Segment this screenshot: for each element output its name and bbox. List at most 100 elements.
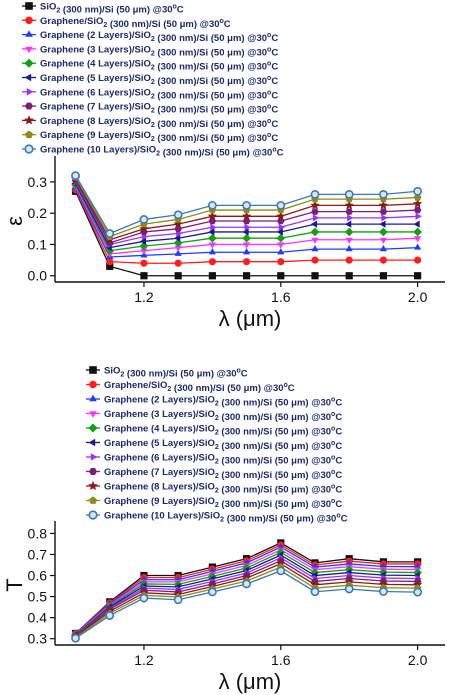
data-point [310, 220, 318, 228]
legend-marker [25, 102, 33, 110]
data-point [277, 258, 285, 266]
legend-item: Graphene (2 Layers)/SiO2 (300 nm)/Si (50… [22, 30, 278, 44]
legend-marker [89, 366, 97, 374]
series-2 [71, 186, 422, 267]
legend-marker [25, 46, 33, 54]
data-point [244, 223, 251, 231]
y-tick-label: 0.4 [28, 610, 48, 626]
data-point [379, 587, 388, 596]
y-tick-label: 0.0 [28, 268, 48, 284]
data-point [173, 595, 183, 605]
data-point [173, 238, 183, 248]
data-point [276, 566, 286, 576]
legend-item: Graphene (9 Layers)/SiO2 (300 nm)/Si (50… [86, 496, 342, 510]
legend-item: SiO2 (300 nm)/Si (50 μm) @30oC [22, 2, 184, 16]
data-point [414, 243, 422, 250]
data-point [173, 219, 183, 229]
data-point [208, 242, 216, 249]
legend-item: Graphene (8 Layers)/SiO2 (300 nm)/Si (50… [22, 115, 278, 130]
x-axis-label: λ (μm) [219, 306, 282, 331]
legend-label: SiO2 (300 nm)/Si (50 μm) @30oC [104, 366, 248, 380]
y-tick-label: 0.1 [28, 236, 48, 252]
legend-item: Graphene (5 Layers)/SiO2 (300 nm)/Si (50… [22, 73, 278, 87]
data-point [379, 256, 388, 264]
legend-item: Graphene (10 Layers)/SiO2 (300 nm)/Si (5… [22, 144, 284, 159]
data-point [379, 562, 388, 569]
data-point [276, 548, 286, 557]
legend-label: Graphene (4 Layers)/SiO2 (300 nm)/Si (50… [104, 424, 342, 438]
legend-marker [89, 380, 97, 389]
legend-item: Graphene (9 Layers)/SiO2 (300 nm)/Si (50… [22, 130, 278, 144]
data-point [414, 562, 422, 569]
data-point [276, 233, 286, 243]
data-point [311, 245, 319, 252]
data-point [344, 200, 354, 210]
data-point [208, 248, 216, 255]
x-tick-label: 2.0 [408, 289, 428, 305]
data-point [344, 565, 354, 574]
legend-item: Graphene/SiO2 (300 nm)/Si (50 μm) @30oC [86, 380, 295, 394]
data-point [310, 587, 320, 597]
data-point [344, 227, 354, 237]
legend-label: Graphene/SiO2 (300 nm)/Si (50 μm) @30oC [104, 380, 295, 394]
legend-marker [25, 2, 33, 10]
data-point [413, 186, 423, 196]
data-point [242, 272, 251, 280]
legend-marker [24, 115, 34, 125]
x-tick-label: 1.6 [271, 652, 291, 668]
y-tick-label: 0.7 [28, 546, 48, 562]
data-point [378, 200, 389, 210]
legend-label: Graphene (8 Layers)/SiO2 (300 nm)/Si (50… [104, 482, 342, 496]
data-point [208, 228, 215, 236]
data-point [311, 208, 319, 215]
data-point [379, 237, 388, 244]
data-point [139, 593, 149, 603]
data-point [345, 220, 352, 228]
legend-marker [25, 130, 33, 139]
data-point [277, 272, 285, 280]
chart-2: 1.2 1.6 2.0 0.3 0.4 0.5 0.6 0.7 0.8 λ (μm) T SiO2 (… [2, 366, 445, 694]
y-tick-label: 0.2 [28, 205, 48, 221]
series-3 [71, 184, 422, 260]
data-point [312, 214, 320, 222]
y-axis-label: ε [2, 216, 27, 226]
legend-item: SiO2 (300 nm)/Si (50 μm) @30oC [86, 366, 248, 380]
data-point [71, 633, 80, 643]
legend-label: Graphene (5 Layers)/SiO2 (300 nm)/Si (50… [104, 438, 342, 452]
legend-label: Graphene (2 Layers)/SiO2 (300 nm)/Si (50… [104, 395, 342, 409]
legend-label: Graphene (9 Layers)/SiO2 (300 nm)/Si (50… [104, 496, 342, 510]
data-point [379, 190, 388, 199]
data-point [139, 223, 149, 233]
legend-marker [25, 30, 33, 37]
legend-item: Graphene (10 Layers)/SiO2 (300 nm)/Si (5… [86, 510, 348, 525]
legend-label: Graphene/SiO2 (300 nm)/Si (50 μm) @30oC [40, 16, 231, 30]
y-axis-label: T [2, 578, 27, 591]
data-point [344, 584, 354, 594]
legend-marker [88, 510, 98, 520]
legend-item: Graphene (6 Layers)/SiO2 (300 nm)/Si (50… [86, 453, 342, 467]
data-point [310, 190, 320, 199]
data-point [379, 220, 386, 228]
legend: SiO2 (300 nm)/Si (50 μm) @30oCGraphene/S… [22, 2, 284, 159]
data-point [105, 229, 115, 238]
legend-marker [25, 16, 33, 25]
data-point [242, 217, 251, 225]
x-tick-label: 1.6 [271, 289, 291, 305]
data-point [140, 259, 148, 267]
legend-marker [89, 394, 97, 402]
data-point [414, 272, 422, 280]
legend-item: Graphene (4 Layers)/SiO2 (300 nm)/Si (50… [86, 423, 342, 438]
data-point [381, 214, 388, 222]
data-point [277, 242, 285, 249]
data-point [173, 580, 183, 589]
legend-label: Graphene (6 Layers)/SiO2 (300 nm)/Si (50… [104, 453, 342, 467]
series-11 [71, 171, 423, 238]
data-point [105, 611, 115, 620]
data-point [208, 572, 217, 581]
legend-label: Graphene (2 Layers)/SiO2 (300 nm)/Si (50… [40, 30, 278, 44]
legend: SiO2 (300 nm)/Si (50 μm) @30oCGraphene/S… [86, 366, 348, 525]
chart-1: 1.2 1.6 2.0 0.0 0.1 0.2 0.3 λ (μm) ε SiO2 (300 nm… [2, 2, 445, 331]
data-point [276, 200, 286, 210]
data-point [207, 211, 217, 221]
legend-item: Graphene (4 Layers)/SiO2 (300 nm)/Si (50… [22, 58, 278, 73]
